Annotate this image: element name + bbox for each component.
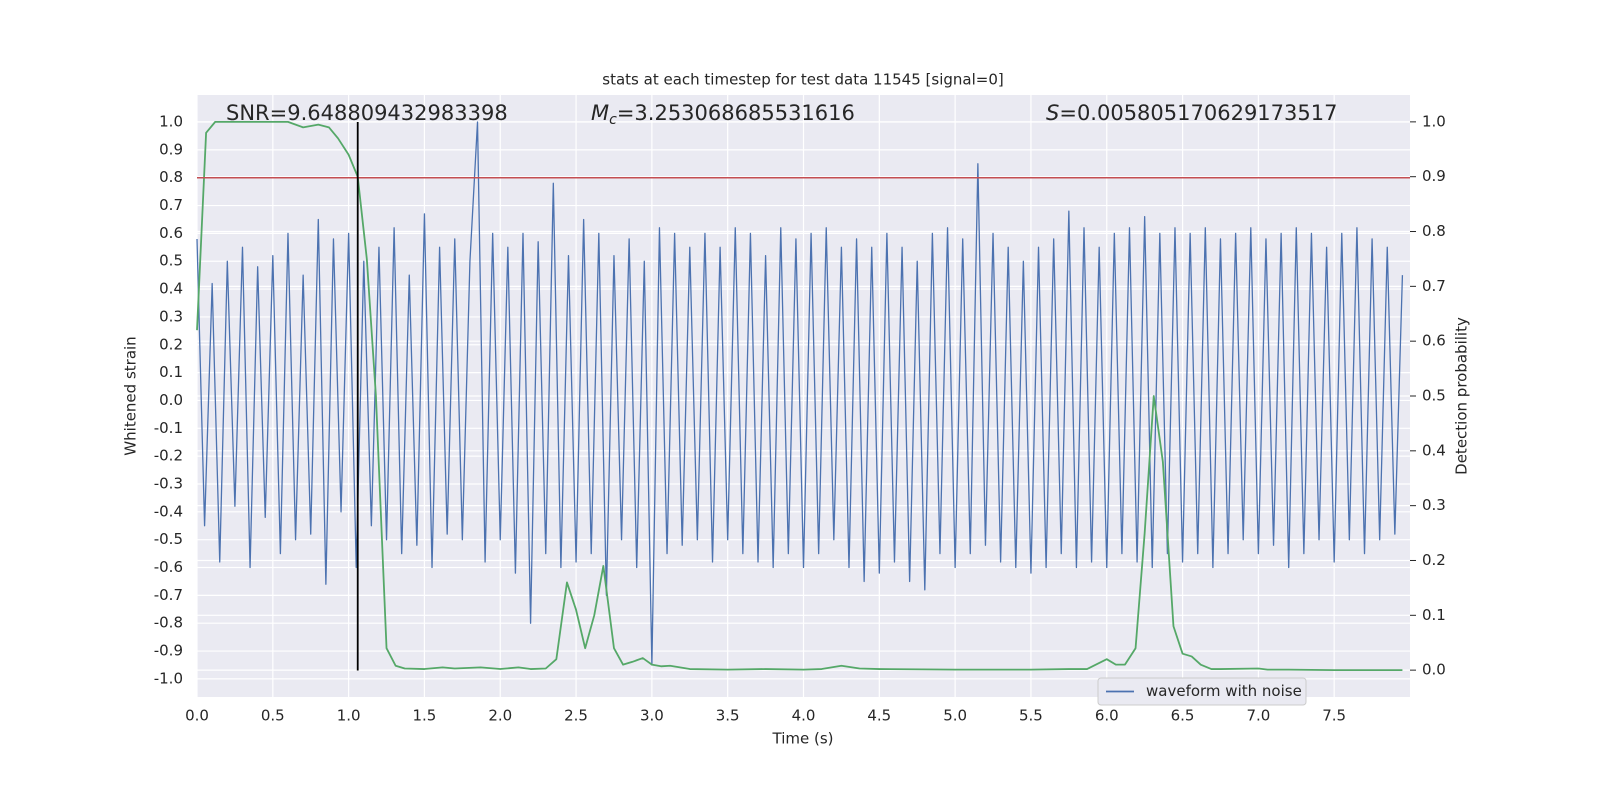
y-tick-label: -0.5 bbox=[154, 530, 183, 548]
y-tick-label: 1.0 bbox=[159, 113, 183, 131]
y-tick-label: 0.9 bbox=[159, 140, 183, 158]
y2-tick-label: 0.4 bbox=[1422, 441, 1446, 459]
chart-title: stats at each timestep for test data 115… bbox=[602, 71, 1003, 89]
x-tick-label: 5.5 bbox=[1019, 707, 1043, 725]
s-symbol: S bbox=[1046, 101, 1059, 125]
y-tick-label: 0.7 bbox=[159, 196, 183, 214]
x-tick-label: 3.0 bbox=[640, 707, 664, 725]
x-tick-label: 5.0 bbox=[943, 707, 967, 725]
y2-tick-label: 0.9 bbox=[1422, 167, 1446, 185]
y-tick-label: 0.5 bbox=[159, 252, 183, 270]
y-axis-label: Whitened strain bbox=[122, 336, 140, 455]
x-tick-label: 4.5 bbox=[867, 707, 891, 725]
y2-tick-label: 1.0 bbox=[1422, 112, 1446, 130]
y2-tick-label: 0.2 bbox=[1422, 551, 1446, 569]
y2-tick-label: 0.1 bbox=[1422, 606, 1446, 624]
y-tick-label: 0.8 bbox=[159, 168, 183, 186]
y2-tick-label: 0.3 bbox=[1422, 496, 1446, 514]
x-tick-label: 2.0 bbox=[488, 707, 512, 725]
y-tick-label: -0.2 bbox=[154, 447, 183, 465]
x-tick-label: 7.5 bbox=[1322, 707, 1346, 725]
y-tick-label: -1.0 bbox=[154, 669, 183, 687]
y2-tick-label: 0.0 bbox=[1422, 661, 1446, 679]
y-tick-label: -0.8 bbox=[154, 614, 183, 632]
y-tick-label: -0.9 bbox=[154, 642, 183, 660]
mc-value: =3.253068685531616 bbox=[617, 101, 855, 125]
y-tick-label: 0.4 bbox=[159, 280, 183, 298]
s-annotation: S=0.005805170629173517 bbox=[1046, 101, 1337, 125]
mc-subscript: c bbox=[609, 112, 617, 128]
x-tick-label: 0.5 bbox=[261, 707, 285, 725]
x-tick-label: 0.0 bbox=[185, 707, 209, 725]
y-tick-label: -0.4 bbox=[154, 502, 183, 520]
y-tick-label: -0.6 bbox=[154, 558, 183, 576]
x-tick-label: 1.5 bbox=[413, 707, 437, 725]
y2-tick-label: 0.6 bbox=[1422, 332, 1446, 350]
legend-label: waveform with noise bbox=[1146, 682, 1302, 700]
y-tick-label: 0.2 bbox=[159, 335, 183, 353]
legend-box bbox=[1097, 677, 1307, 706]
y2-tick-label: 0.8 bbox=[1422, 222, 1446, 240]
x-tick-label: 1.0 bbox=[337, 707, 361, 725]
x-tick-label: 6.5 bbox=[1171, 707, 1195, 725]
y2-axis-label: Detection probability bbox=[1453, 317, 1471, 475]
data-line bbox=[196, 120, 1403, 672]
y-tick-label: 0.6 bbox=[159, 224, 183, 242]
x-axis-label: Time (s) bbox=[772, 730, 834, 748]
y-tick-label: 0.1 bbox=[159, 363, 183, 381]
y-tick-label: -0.7 bbox=[154, 586, 183, 604]
mc-annotation: Mc=3.253068685531616 bbox=[591, 101, 855, 128]
y2-tick-label: 0.5 bbox=[1422, 387, 1446, 405]
snr-annotation: SNR=9.648809432983398 bbox=[226, 101, 508, 125]
data-line bbox=[196, 121, 1404, 666]
x-tick-label: 7.0 bbox=[1246, 707, 1270, 725]
x-tick-label: 3.5 bbox=[716, 707, 740, 725]
y-tick-label: 0.3 bbox=[159, 307, 183, 325]
x-tick-label: 4.0 bbox=[792, 707, 816, 725]
x-tick-label: 2.5 bbox=[564, 707, 588, 725]
mc-symbol: M bbox=[591, 101, 609, 125]
y-tick-label: 0.0 bbox=[159, 391, 183, 409]
y2-tick-label: 0.7 bbox=[1422, 277, 1446, 295]
y-tick-label: -0.1 bbox=[154, 419, 183, 437]
s-value: =0.005805170629173517 bbox=[1059, 101, 1337, 125]
y-tick-label: -0.3 bbox=[154, 474, 183, 492]
x-tick-label: 6.0 bbox=[1095, 707, 1119, 725]
